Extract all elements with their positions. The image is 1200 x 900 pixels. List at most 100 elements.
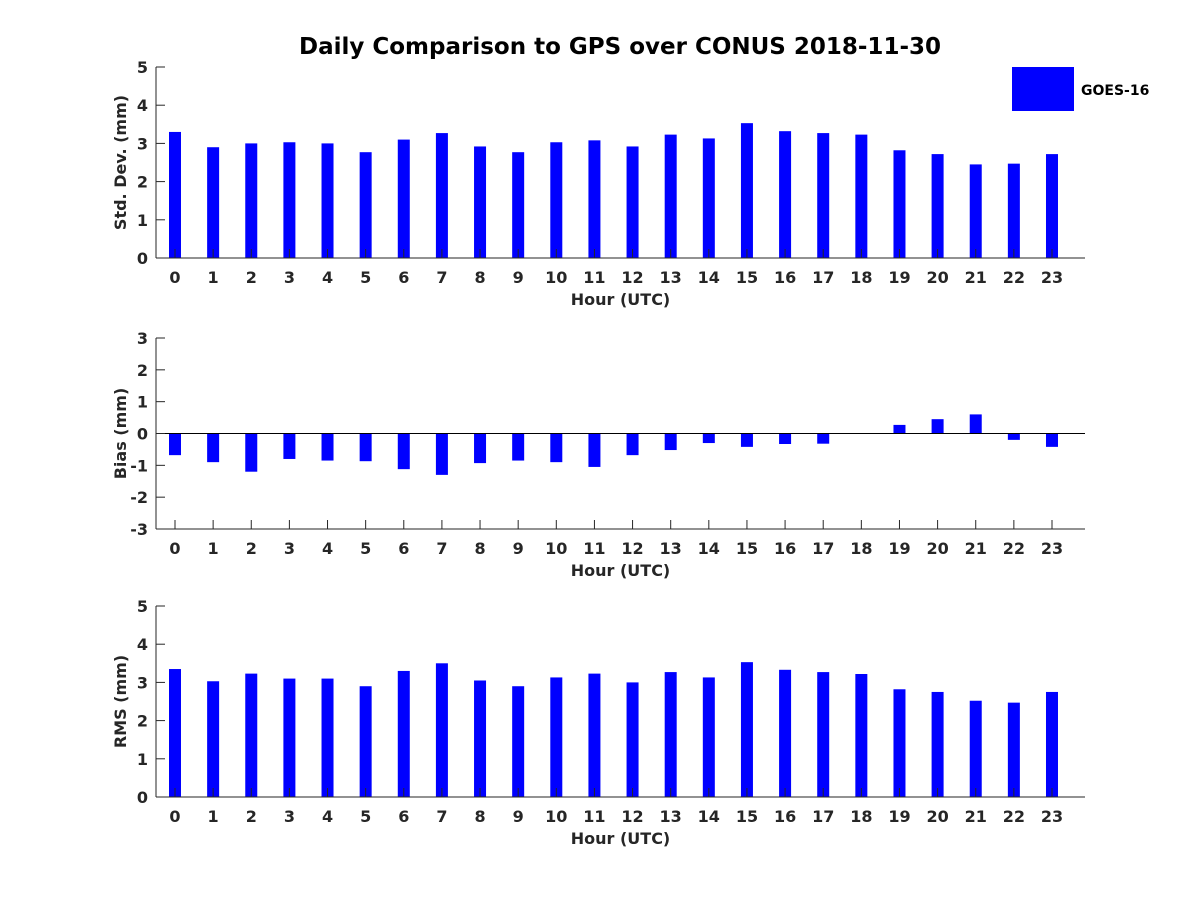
rms-xtick-label: 19 bbox=[888, 807, 910, 826]
std-dev-xtick-label: 17 bbox=[812, 268, 834, 287]
rms-bar-19 bbox=[893, 689, 906, 797]
std-dev-bar-19 bbox=[893, 150, 906, 258]
std-dev-bar-20 bbox=[931, 154, 944, 258]
std-dev-bar-14 bbox=[702, 138, 715, 258]
bias-xtick-label: 4 bbox=[322, 539, 333, 558]
std-dev-xtick-label: 0 bbox=[169, 268, 180, 287]
std-dev-xtick-label: 16 bbox=[774, 268, 796, 287]
bias-xtick-label: 20 bbox=[926, 539, 948, 558]
std-dev-bar-10 bbox=[550, 142, 563, 258]
bias-xtick-label: 8 bbox=[474, 539, 485, 558]
rms-bar-15 bbox=[740, 662, 753, 797]
rms-xtick-label: 14 bbox=[698, 807, 720, 826]
rms-xtick-label: 10 bbox=[545, 807, 567, 826]
bias-xlabel: Hour (UTC) bbox=[571, 561, 671, 580]
std-dev-xtick-label: 22 bbox=[1003, 268, 1025, 287]
rms-xtick-label: 3 bbox=[284, 807, 295, 826]
rms-bar-14 bbox=[702, 677, 715, 797]
bias-bar-22 bbox=[1007, 433, 1020, 440]
rms-xtick-label: 18 bbox=[850, 807, 872, 826]
bias-bar-20 bbox=[931, 419, 944, 434]
std-dev-xtick-label: 18 bbox=[850, 268, 872, 287]
std-dev-ytick-label: 2 bbox=[137, 173, 148, 192]
rms-bar-5 bbox=[359, 686, 372, 797]
std-dev-xtick-label: 20 bbox=[926, 268, 948, 287]
rms-xtick-label: 6 bbox=[398, 807, 409, 826]
rms-bar-8 bbox=[474, 680, 487, 797]
std-dev-xtick-label: 1 bbox=[208, 268, 219, 287]
rms-xtick-label: 2 bbox=[246, 807, 257, 826]
rms-bar-7 bbox=[435, 663, 448, 797]
rms-bar-2 bbox=[245, 673, 258, 797]
std-dev-xlabel: Hour (UTC) bbox=[571, 290, 671, 309]
std-dev-bar-0 bbox=[169, 131, 181, 258]
std-dev-bar-23 bbox=[1045, 154, 1058, 258]
std-dev-bar-9 bbox=[512, 152, 525, 258]
rms-ytick-label: 5 bbox=[137, 597, 148, 616]
rms-xtick-label: 22 bbox=[1003, 807, 1025, 826]
std-dev-xtick-label: 15 bbox=[736, 268, 758, 287]
bias-bar-17 bbox=[817, 433, 830, 444]
std-dev-xtick-label: 10 bbox=[545, 268, 567, 287]
bias-bar-11 bbox=[588, 433, 601, 467]
rms-xtick-label: 15 bbox=[736, 807, 758, 826]
bias-xtick-label: 7 bbox=[436, 539, 447, 558]
legend-label: GOES-16 bbox=[1081, 83, 1149, 99]
legend-swatch bbox=[1012, 67, 1074, 111]
bias-ytick-label: -2 bbox=[130, 488, 148, 507]
rms-xtick-label: 1 bbox=[208, 807, 219, 826]
rms-bar-20 bbox=[931, 691, 944, 797]
std-dev-bar-12 bbox=[626, 146, 639, 258]
std-dev-bar-5 bbox=[359, 152, 372, 258]
std-dev-bar-2 bbox=[245, 143, 258, 258]
bias-bar-15 bbox=[740, 433, 753, 447]
std-dev-xtick-label: 9 bbox=[513, 268, 524, 287]
bias-bar-5 bbox=[359, 433, 372, 462]
bias-xtick-label: 13 bbox=[660, 539, 682, 558]
bias-xtick-label: 23 bbox=[1041, 539, 1063, 558]
bias-xtick-label: 3 bbox=[284, 539, 295, 558]
std-dev-ytick-label: 0 bbox=[137, 249, 148, 268]
std-dev-bar-7 bbox=[435, 133, 448, 258]
bias-xtick-label: 14 bbox=[698, 539, 720, 558]
bias-ytick-label: 0 bbox=[137, 425, 148, 444]
rms-xtick-label: 9 bbox=[513, 807, 524, 826]
bias-bar-6 bbox=[397, 433, 410, 470]
bias-bar-8 bbox=[474, 433, 487, 464]
rms-bar-1 bbox=[207, 681, 220, 797]
bias-xtick-label: 1 bbox=[208, 539, 219, 558]
std-dev-bar-13 bbox=[664, 134, 677, 258]
rms-ytick-label: 2 bbox=[137, 712, 148, 731]
bias-xtick-label: 19 bbox=[888, 539, 910, 558]
rms-xtick-label: 11 bbox=[583, 807, 605, 826]
bias-xtick-label: 2 bbox=[246, 539, 257, 558]
bias-bar-21 bbox=[969, 414, 982, 434]
bias-xtick-label: 11 bbox=[583, 539, 605, 558]
std-dev-bar-22 bbox=[1007, 163, 1020, 258]
rms-bar-11 bbox=[588, 673, 601, 797]
bias-bar-1 bbox=[207, 433, 220, 463]
bias-bar-12 bbox=[626, 433, 639, 456]
bias-ytick-label: 1 bbox=[137, 393, 148, 412]
bias-bar-23 bbox=[1045, 433, 1058, 447]
std-dev-bar-18 bbox=[855, 134, 868, 258]
std-dev-xtick-label: 5 bbox=[360, 268, 371, 287]
bias-bar-2 bbox=[245, 433, 258, 472]
rms-bar-21 bbox=[969, 700, 982, 797]
rms-ytick-label: 4 bbox=[137, 635, 148, 654]
bias-bar-19 bbox=[893, 424, 906, 434]
bias-ytick-label: -3 bbox=[130, 520, 148, 539]
rms-xtick-label: 0 bbox=[169, 807, 180, 826]
std-dev-xtick-label: 7 bbox=[436, 268, 447, 287]
rms-bar-23 bbox=[1045, 691, 1058, 797]
rms-bar-4 bbox=[321, 678, 334, 797]
std-dev-bar-1 bbox=[207, 147, 220, 258]
bias-bar-4 bbox=[321, 433, 334, 461]
bias-xtick-label: 18 bbox=[850, 539, 872, 558]
std-dev-bar-11 bbox=[588, 140, 601, 258]
std-dev-bar-21 bbox=[969, 164, 982, 258]
rms-bar-3 bbox=[283, 678, 296, 797]
rms-xtick-label: 16 bbox=[774, 807, 796, 826]
